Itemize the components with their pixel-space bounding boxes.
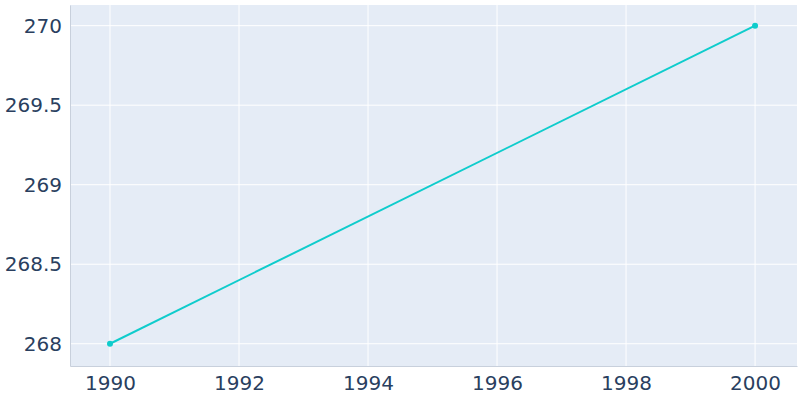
plot-background (70, 5, 797, 366)
tick: 268 (24, 332, 70, 356)
grid-line-x (497, 5, 498, 366)
tick: 1992 (214, 366, 265, 395)
tick: 2000 (730, 366, 781, 395)
tick-label: 1992 (214, 371, 265, 395)
grid-line-x (368, 5, 369, 366)
tick-label: 2000 (730, 371, 781, 395)
y-axis: 268 268.5 269 269.5 270 (5, 6, 71, 367)
marker (752, 23, 758, 29)
tick-label: 1996 (472, 371, 523, 395)
grid-line-y (70, 25, 797, 26)
tick-label: 270 (24, 14, 62, 38)
grid (70, 5, 797, 366)
grid-line-x (109, 5, 110, 366)
tick-label: 1998 (601, 371, 652, 395)
grid-line-y (70, 343, 797, 344)
tick: 270 (24, 14, 70, 38)
marker (107, 341, 113, 347)
axis-line (70, 6, 71, 367)
marks (107, 23, 758, 347)
tick-label: 268 (24, 332, 62, 356)
x-axis: 1990 1992 1994 1996 1998 2000 (71, 366, 798, 395)
grid-line-y (70, 105, 797, 106)
tick: 1990 (85, 366, 136, 395)
tick: 1994 (343, 366, 394, 395)
grid-line-y (70, 264, 797, 265)
tick: 269 (24, 173, 70, 197)
grid-line-x (755, 5, 756, 366)
tick-label: 269.5 (5, 93, 62, 117)
line (110, 26, 755, 344)
tick: 269.5 (5, 93, 70, 117)
plot: 1990 1992 1994 1996 1998 2000 268 268.5 269 269.5… (5, 5, 798, 395)
tick-label: 1990 (85, 371, 136, 395)
axis-line (71, 366, 798, 367)
tick: 1996 (472, 366, 523, 395)
grid-line-x (626, 5, 627, 366)
tick-label: 269 (24, 173, 62, 197)
tick: 1998 (601, 366, 652, 395)
tick-label: 268.5 (5, 252, 62, 276)
chart: 1990 1992 1994 1996 1998 2000 268 268.5 269 269.5… (0, 0, 800, 400)
grid-line-x (239, 5, 240, 366)
tick-label: 1994 (343, 371, 394, 395)
tick: 268.5 (5, 252, 70, 276)
